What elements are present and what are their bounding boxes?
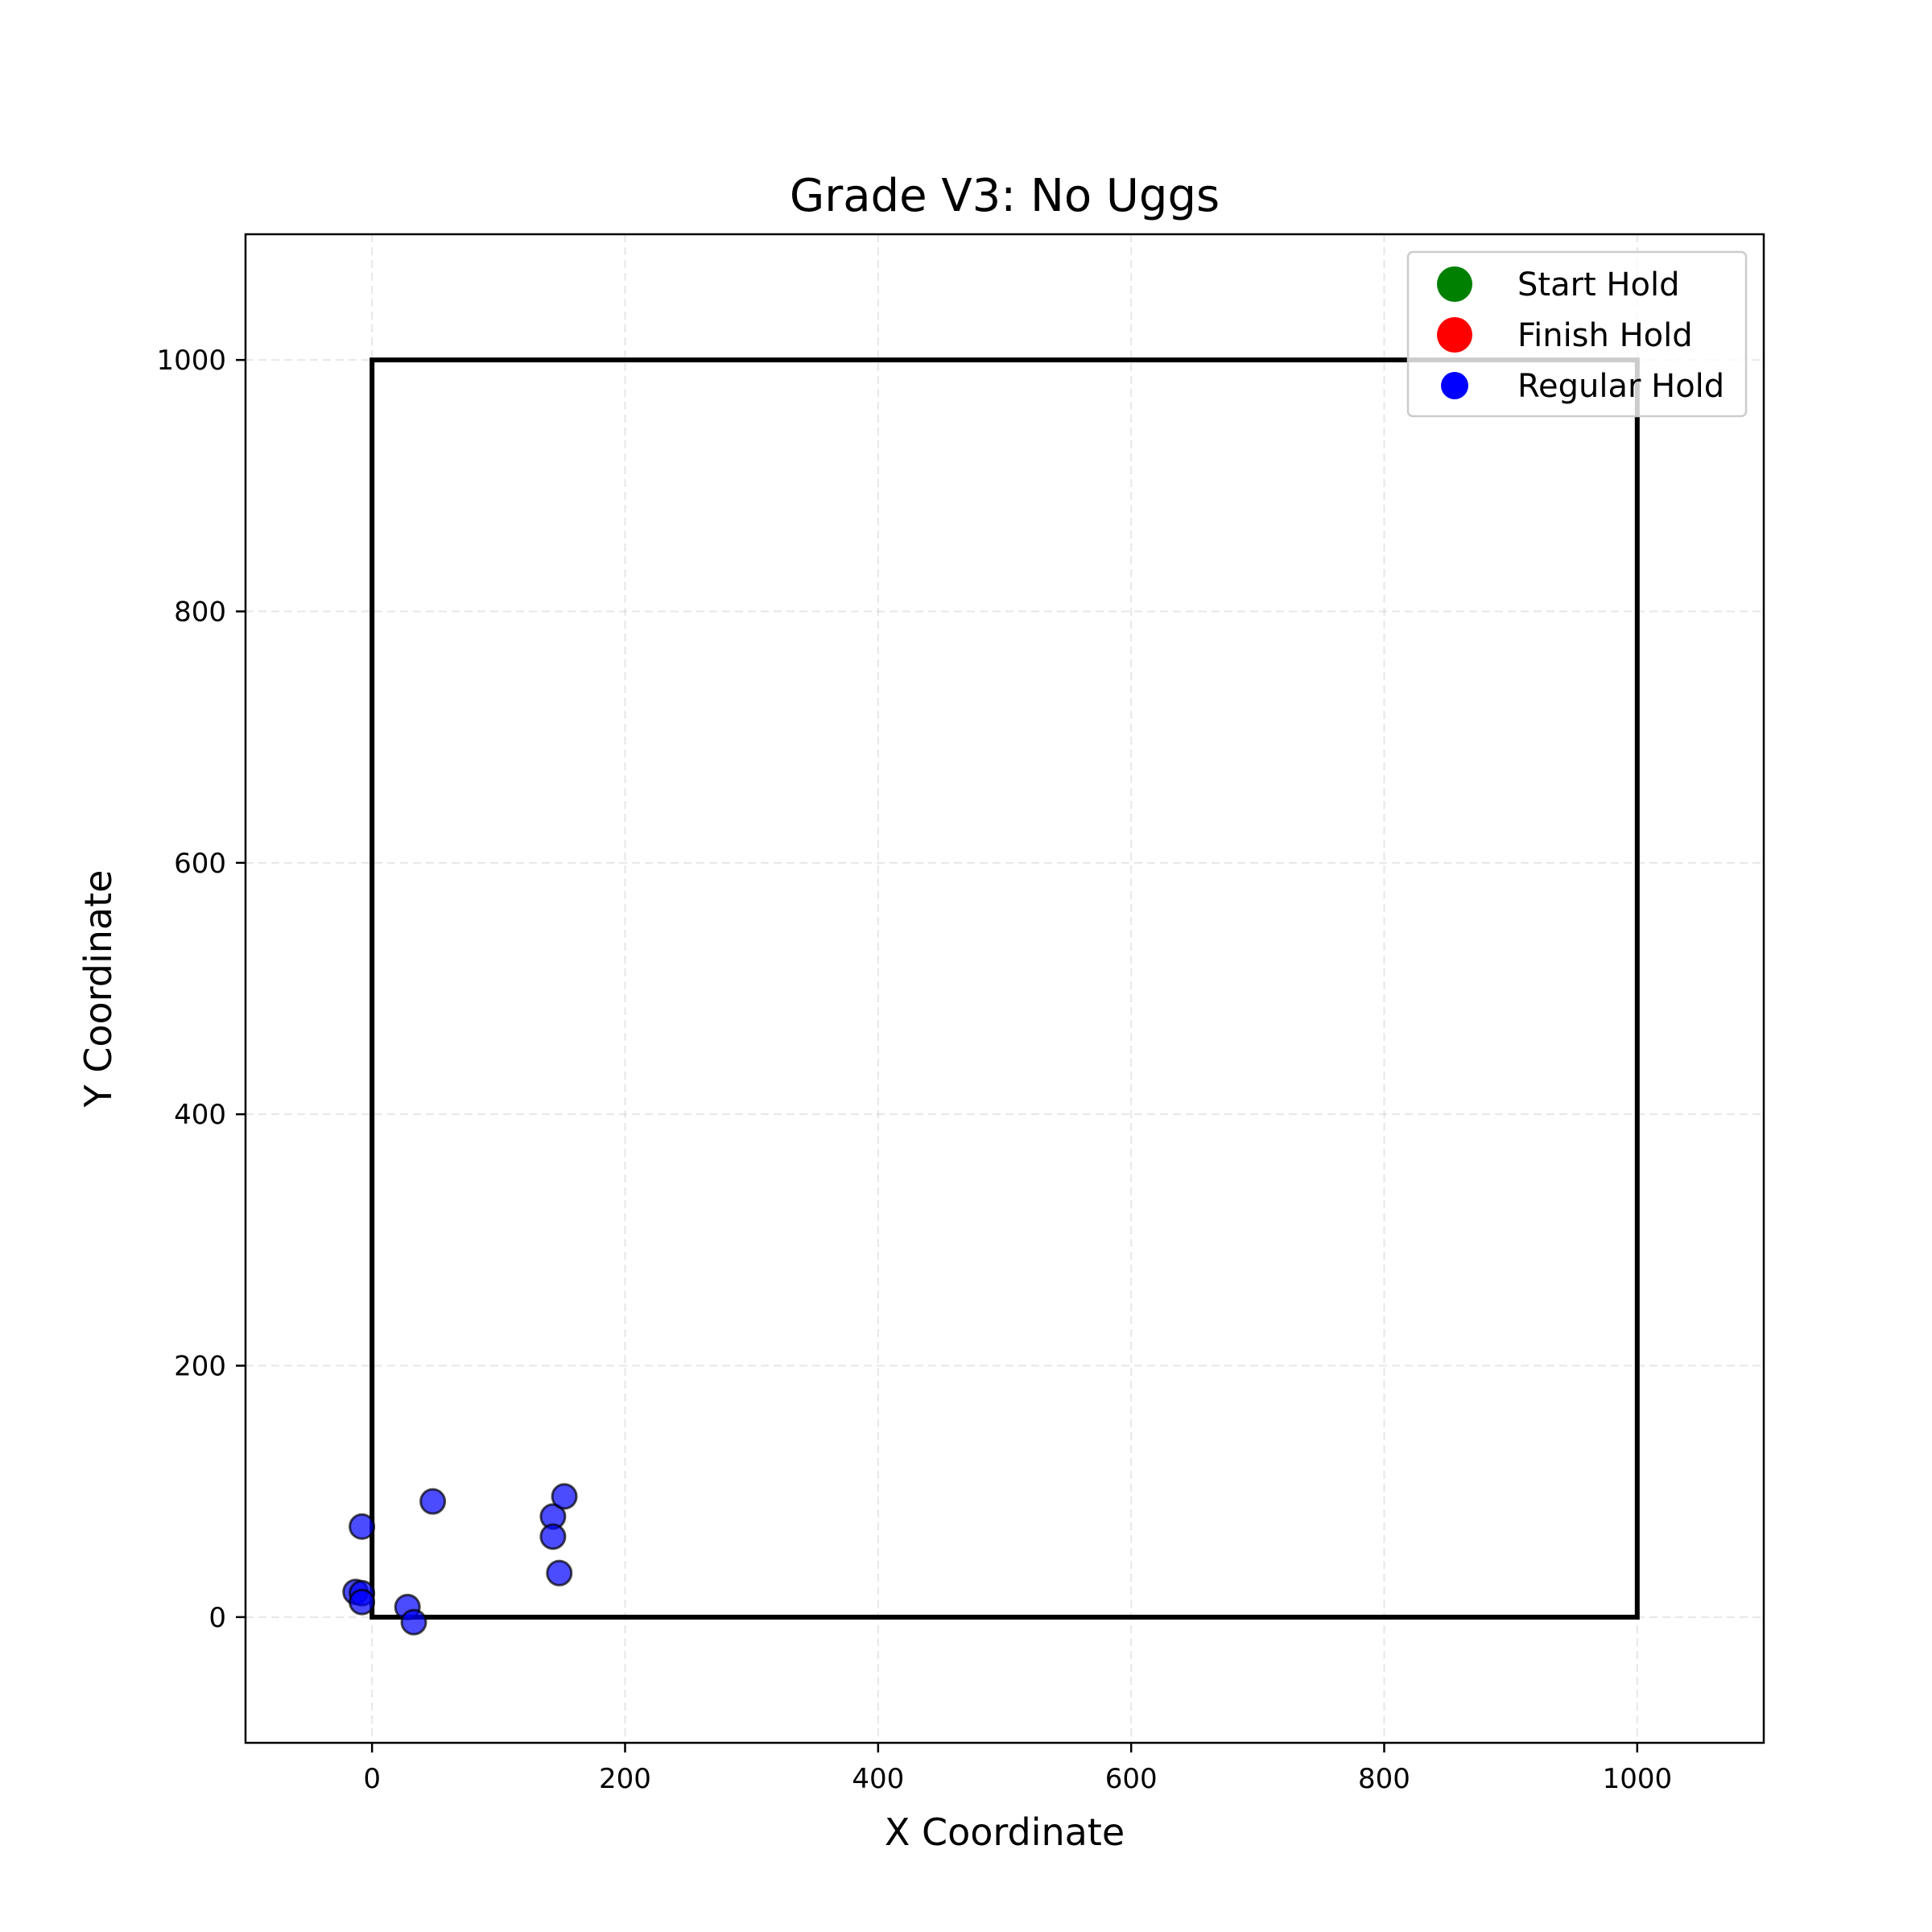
regular-hold-point: [349, 1588, 376, 1616]
x-tick-label: 200: [599, 1763, 651, 1795]
hold-points: [342, 1483, 578, 1636]
x-tick-label: 0: [363, 1763, 381, 1795]
regular-hold-point: [546, 1559, 573, 1587]
regular-hold-point: [349, 1513, 376, 1540]
regular-hold-point: [419, 1488, 447, 1515]
x-tick-label: 400: [852, 1763, 904, 1795]
plot-frame: [244, 233, 1765, 1744]
legend-box: [1406, 250, 1748, 418]
x-tick-label: 1000: [1603, 1763, 1673, 1795]
legend-label-regular-hold: Regular Hold: [1517, 368, 1724, 405]
y-tick-label: 600: [174, 848, 226, 880]
y-tick-label: 1000: [156, 345, 226, 377]
regular-hold-point: [400, 1608, 427, 1636]
y-tick-label: 0: [208, 1602, 226, 1634]
x-axis-ticks: 0 200 400 600 800 1000: [363, 1743, 1672, 1795]
legend-label-finish-hold: Finish Hold: [1517, 317, 1693, 354]
y-tick-label: 200: [174, 1351, 226, 1383]
legend-marker-start-hold: [1437, 266, 1472, 302]
legend-label-start-hold: Start Hold: [1517, 266, 1679, 303]
x-tick-label: 600: [1105, 1763, 1158, 1795]
y-tick-label: 400: [174, 1099, 226, 1131]
y-axis-ticks: 0 200 400 600 800 1000: [156, 345, 246, 1634]
legend-marker-finish-hold: [1437, 317, 1472, 353]
legend-marker-regular-hold: [1441, 372, 1468, 399]
y-tick-label: 800: [174, 597, 226, 629]
regular-hold-point: [551, 1483, 578, 1510]
regular-hold-point: [539, 1523, 567, 1550]
x-tick-label: 800: [1358, 1763, 1410, 1795]
x-axis-label: X Coordinate: [885, 1810, 1125, 1854]
y-axis-label: Y Coordinate: [76, 870, 120, 1108]
legend: Start Hold Finish Hold Regular Hold: [1406, 250, 1748, 418]
chart-title: Grade V3: No Uggs: [790, 170, 1220, 222]
